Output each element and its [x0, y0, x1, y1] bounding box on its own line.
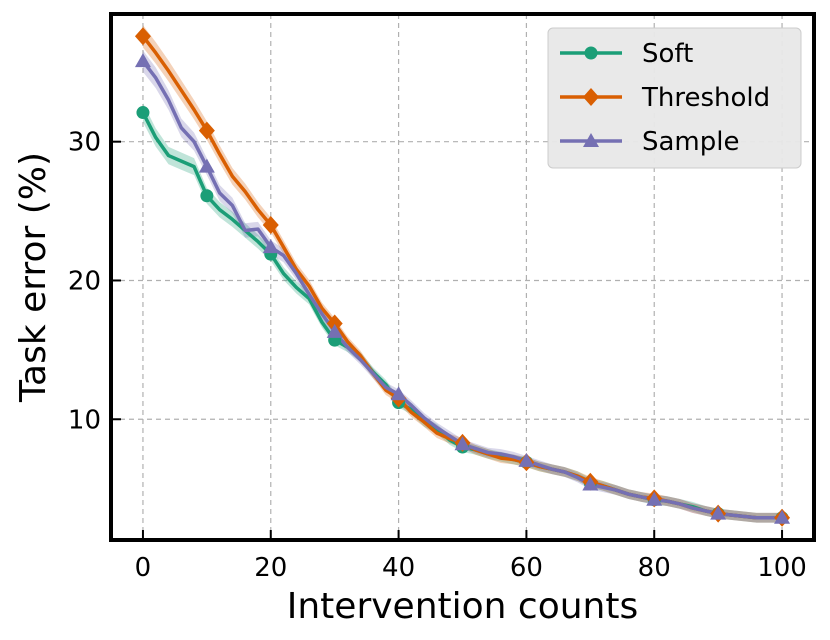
sample-point [646, 491, 663, 506]
y-tick-label: 20 [68, 266, 101, 296]
sample-point [326, 323, 343, 338]
grid [111, 14, 814, 540]
x-tick-label: 100 [757, 553, 807, 583]
threshold-point [134, 27, 151, 46]
sample-point [134, 53, 151, 68]
x-axis-label: Intervention counts [287, 586, 639, 627]
x-tick-label: 20 [254, 553, 287, 583]
y-tick-label: 30 [68, 128, 101, 158]
x-tick-label: 40 [382, 553, 415, 583]
threshold-point [198, 121, 215, 140]
legend-marker-sample [583, 133, 599, 147]
legend-marker-soft [584, 46, 598, 60]
legend-label-soft: Soft [642, 39, 693, 69]
series-markers [134, 27, 791, 527]
legend-box [547, 27, 802, 169]
threshold-point [326, 314, 343, 333]
legend-marker-threshold [583, 88, 599, 106]
sample-point [198, 158, 215, 173]
threshold-point [262, 215, 279, 234]
sample-point [582, 476, 599, 491]
x-tick-label: 0 [135, 553, 152, 583]
soft-line [141, 111, 783, 520]
legend: Soft Threshold Sample [547, 27, 802, 169]
sample-point [774, 509, 791, 524]
sample-point [518, 452, 535, 467]
sample-point [390, 386, 407, 401]
plot-frame [109, 12, 816, 542]
sample-point [710, 505, 727, 520]
legend-label-sample: Sample [642, 127, 740, 157]
axis-ticks: 0 20 40 60 80 100 10 20 30 [68, 128, 807, 583]
soft-point [136, 106, 150, 120]
sample-point [454, 436, 471, 451]
y-tick-label: 10 [68, 405, 101, 435]
soft-point [200, 189, 214, 203]
legend-label-threshold: Threshold [641, 83, 770, 113]
y-axis-label: Task error (%) [13, 152, 54, 403]
x-tick-label: 80 [638, 553, 671, 583]
x-tick-label: 60 [510, 553, 543, 583]
sample-point [262, 239, 279, 254]
